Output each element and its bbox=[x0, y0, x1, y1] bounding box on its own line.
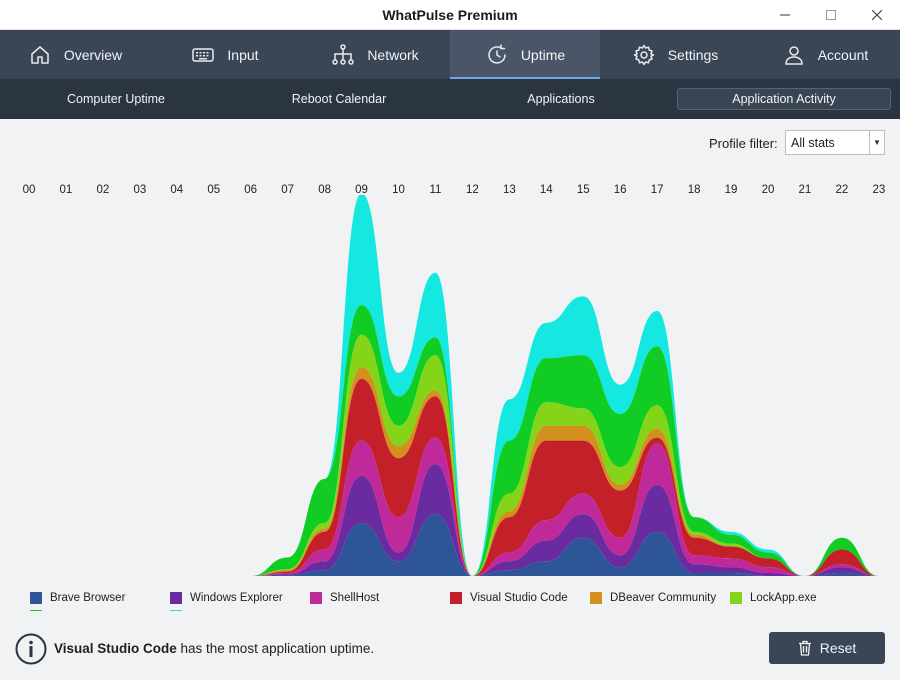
hour-tick-label: 12 bbox=[465, 184, 479, 196]
hour-tick-label: 22 bbox=[835, 184, 849, 196]
info-icon bbox=[15, 633, 47, 665]
legend-swatch bbox=[450, 592, 462, 604]
hour-tick-label: 03 bbox=[133, 184, 147, 196]
keyboard-icon bbox=[192, 47, 215, 62]
hour-tick-label: 14 bbox=[539, 184, 553, 196]
hour-tick-label: 10 bbox=[392, 184, 405, 196]
hour-tick-label: 07 bbox=[281, 184, 295, 196]
hour-tick-label: 09 bbox=[355, 184, 368, 196]
series-area-shellhost bbox=[29, 437, 879, 576]
chevron-down-icon: ▼ bbox=[869, 131, 884, 154]
tab-account[interactable]: Account bbox=[750, 30, 900, 79]
top-app-name: Visual Studio Code bbox=[54, 641, 177, 656]
title-bar: WhatPulse Premium bbox=[0, 0, 900, 30]
tab-label: Settings bbox=[667, 46, 719, 63]
subtab-computer-uptime[interactable]: Computer Uptime bbox=[67, 92, 165, 106]
window-title: WhatPulse Premium bbox=[382, 7, 518, 23]
tab-label: Uptime bbox=[520, 46, 566, 63]
minimize-icon bbox=[780, 14, 790, 16]
hour-tick-label: 08 bbox=[318, 184, 331, 196]
tab-uptime[interactable]: Uptime bbox=[450, 30, 600, 79]
close-button[interactable] bbox=[854, 0, 900, 30]
sub-nav: Computer Uptime Reboot Calendar Applicat… bbox=[0, 79, 900, 119]
user-icon bbox=[784, 45, 803, 65]
legend-item[interactable]: DBeaver Community bbox=[590, 590, 716, 606]
hour-tick-label: 20 bbox=[761, 184, 775, 196]
subtab-reboot-calendar[interactable]: Reboot Calendar bbox=[291, 92, 387, 106]
legend-overflow-marker bbox=[170, 610, 182, 611]
hour-tick-label: 21 bbox=[798, 184, 812, 196]
subtab-application-activity[interactable]: Application Activity bbox=[677, 88, 891, 110]
legend-item[interactable]: Brave Browser bbox=[30, 590, 125, 606]
legend-swatch bbox=[170, 592, 182, 604]
hour-tick-label: 15 bbox=[576, 184, 590, 196]
series-area-brave-browser bbox=[29, 514, 879, 576]
minimize-button[interactable] bbox=[762, 0, 808, 30]
profile-filter-label: Profile filter: bbox=[709, 136, 778, 151]
tab-input[interactable]: Input bbox=[150, 30, 300, 79]
hour-tick-label: 23 bbox=[872, 184, 886, 196]
legend-item[interactable]: ShellHost bbox=[310, 590, 379, 606]
maximize-icon bbox=[826, 10, 836, 20]
legend-swatch bbox=[730, 592, 742, 604]
network-icon bbox=[332, 43, 355, 65]
tab-settings[interactable]: Settings bbox=[600, 30, 750, 79]
tab-overview[interactable]: Overview bbox=[0, 30, 150, 79]
legend-item[interactable]: LockApp.exe bbox=[730, 590, 817, 606]
tab-label: Network bbox=[367, 46, 419, 63]
legend-swatch bbox=[590, 592, 602, 604]
info-message: Visual Studio Code has the most applicat… bbox=[54, 641, 374, 656]
legend-overflow-marker bbox=[30, 610, 42, 611]
tab-network[interactable]: Network bbox=[300, 30, 450, 79]
legend-label: Brave Browser bbox=[50, 592, 126, 604]
series-area-windows-explorer bbox=[29, 464, 879, 576]
legend-label: ShellHost bbox=[330, 592, 380, 604]
tab-label: Input bbox=[227, 46, 259, 63]
hour-tick-label: 13 bbox=[502, 184, 516, 196]
hour-tick-label: 06 bbox=[244, 184, 258, 196]
hour-tick-label: 01 bbox=[59, 184, 73, 196]
legend-label: Visual Studio Code bbox=[470, 592, 568, 604]
reset-button[interactable]: Reset bbox=[769, 632, 885, 664]
legend-swatch bbox=[30, 592, 42, 604]
gear-icon bbox=[633, 44, 654, 65]
legend-item[interactable]: Visual Studio Code bbox=[450, 590, 568, 606]
clock-icon bbox=[488, 43, 506, 64]
tab-label: Account bbox=[817, 46, 869, 63]
hour-tick-label: 00 bbox=[22, 184, 36, 196]
hour-tick-label: 05 bbox=[207, 184, 221, 196]
maximize-button[interactable] bbox=[808, 0, 854, 30]
hour-tick-label: 19 bbox=[724, 184, 738, 196]
legend-label: LockApp.exe bbox=[750, 592, 817, 604]
profile-filter-select[interactable]: All stats ▼ bbox=[785, 130, 885, 155]
hour-tick-label: 17 bbox=[650, 184, 664, 196]
activity-chart bbox=[29, 195, 879, 576]
legend-label: DBeaver Community bbox=[610, 592, 717, 604]
main-nav: Overview Input Network Uptime Settings A… bbox=[0, 30, 900, 79]
tab-label: Overview bbox=[63, 46, 123, 63]
hour-tick-label: 02 bbox=[96, 184, 110, 196]
close-icon bbox=[872, 10, 882, 20]
trash-icon bbox=[798, 640, 811, 656]
hour-tick-label: 16 bbox=[613, 184, 627, 196]
series-area-unlabeled bbox=[29, 305, 879, 576]
legend-swatch bbox=[310, 592, 322, 604]
home-icon bbox=[31, 45, 49, 64]
reset-label: Reset bbox=[819, 640, 857, 656]
profile-filter-value: All stats bbox=[791, 135, 835, 150]
hour-tick-label: 11 bbox=[429, 184, 442, 196]
legend-label: Windows Explorer bbox=[190, 592, 283, 604]
info-message-text: has the most application uptime. bbox=[180, 641, 375, 656]
hour-tick-label: 04 bbox=[170, 184, 184, 196]
hour-tick-label: 18 bbox=[687, 184, 701, 196]
legend-item[interactable]: Windows Explorer bbox=[170, 590, 283, 606]
subtab-applications[interactable]: Applications bbox=[527, 92, 595, 106]
